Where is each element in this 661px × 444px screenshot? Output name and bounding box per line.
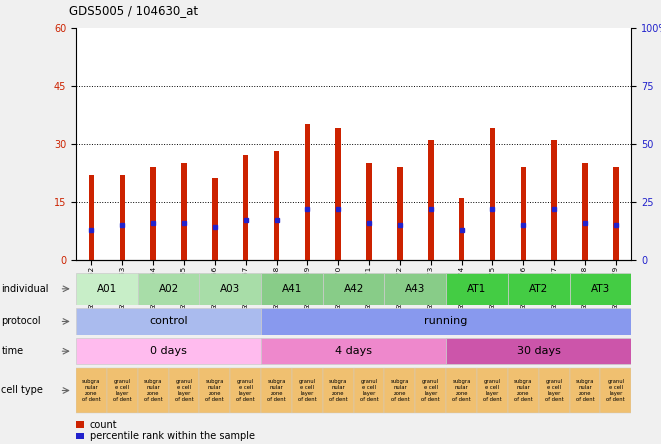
Text: 4 days: 4 days [335, 346, 372, 356]
Bar [261, 338, 446, 365]
Bar [137, 368, 169, 413]
Text: A02: A02 [159, 284, 178, 294]
Bar [137, 273, 200, 305]
Text: cell type: cell type [1, 385, 43, 396]
Text: AT1: AT1 [467, 284, 486, 294]
Text: granul
e cell
layer
of dent: granul e cell layer of dent [175, 379, 194, 402]
Bar [200, 273, 261, 305]
Text: granul
e cell
layer
of dent: granul e cell layer of dent [483, 379, 502, 402]
Text: subgra
nular
zone
of dent: subgra nular zone of dent [82, 379, 101, 402]
Bar [490, 128, 495, 260]
Text: GDS5005 / 104630_at: GDS5005 / 104630_at [69, 4, 198, 17]
Bar [169, 368, 200, 413]
Bar [551, 140, 557, 260]
Bar [366, 163, 372, 260]
Bar [261, 368, 292, 413]
Text: running: running [424, 317, 468, 326]
Bar [76, 308, 261, 335]
Bar [508, 273, 570, 305]
Text: A41: A41 [282, 284, 302, 294]
Bar [107, 368, 137, 413]
Bar [385, 273, 446, 305]
Bar [385, 368, 415, 413]
Text: subgra
nular
zone
of dent: subgra nular zone of dent [143, 379, 163, 402]
Text: A03: A03 [220, 284, 241, 294]
Text: A43: A43 [405, 284, 426, 294]
Bar [508, 368, 539, 413]
Bar [323, 368, 354, 413]
Bar [415, 368, 446, 413]
Bar [570, 368, 600, 413]
Text: granul
e cell
layer
of dent: granul e cell layer of dent [113, 379, 132, 402]
Text: AT2: AT2 [529, 284, 549, 294]
Text: time: time [1, 346, 23, 356]
Bar [261, 273, 323, 305]
Text: subgra
nular
zone
of dent: subgra nular zone of dent [329, 379, 348, 402]
Bar [230, 368, 261, 413]
Bar [181, 163, 187, 260]
Bar [305, 124, 310, 260]
Bar [212, 178, 217, 260]
Text: A42: A42 [344, 284, 364, 294]
Text: subgra
nular
zone
of dent: subgra nular zone of dent [514, 379, 533, 402]
Text: granul
e cell
layer
of dent: granul e cell layer of dent [236, 379, 255, 402]
Text: granul
e cell
layer
of dent: granul e cell layer of dent [421, 379, 440, 402]
Text: subgra
nular
zone
of dent: subgra nular zone of dent [267, 379, 286, 402]
Bar [582, 163, 588, 260]
Bar [76, 433, 85, 439]
Bar [76, 338, 261, 365]
Bar [200, 368, 230, 413]
Bar [243, 155, 249, 260]
Bar [335, 128, 341, 260]
Text: AT3: AT3 [591, 284, 610, 294]
Text: count: count [90, 420, 118, 429]
Bar [446, 338, 631, 365]
Bar [570, 273, 631, 305]
Bar [428, 140, 434, 260]
Text: percentile rank within the sample: percentile rank within the sample [90, 431, 255, 441]
Text: granul
e cell
layer
of dent: granul e cell layer of dent [360, 379, 379, 402]
Bar [89, 174, 95, 260]
Bar [292, 368, 323, 413]
Bar [477, 368, 508, 413]
Bar [446, 368, 477, 413]
Bar [600, 368, 631, 413]
Text: granul
e cell
layer
of dent: granul e cell layer of dent [606, 379, 625, 402]
Bar [539, 368, 570, 413]
Bar [354, 368, 385, 413]
Bar [323, 273, 385, 305]
Text: 30 days: 30 days [517, 346, 561, 356]
Bar [446, 273, 508, 305]
Bar [397, 167, 403, 260]
Bar [76, 368, 107, 413]
Bar [76, 421, 85, 428]
Bar [261, 308, 631, 335]
Text: subgra
nular
zone
of dent: subgra nular zone of dent [452, 379, 471, 402]
Text: 0 days: 0 days [150, 346, 187, 356]
Bar [76, 273, 137, 305]
Text: protocol: protocol [1, 317, 41, 326]
Text: subgra
nular
zone
of dent: subgra nular zone of dent [206, 379, 224, 402]
Text: control: control [149, 317, 188, 326]
Bar [459, 198, 465, 260]
Bar [520, 167, 526, 260]
Bar [613, 167, 619, 260]
Text: A01: A01 [97, 284, 117, 294]
Text: individual: individual [1, 284, 49, 294]
Text: subgra
nular
zone
of dent: subgra nular zone of dent [576, 379, 594, 402]
Bar [274, 151, 280, 260]
Text: granul
e cell
layer
of dent: granul e cell layer of dent [545, 379, 564, 402]
Bar [120, 174, 125, 260]
Bar [150, 167, 156, 260]
Text: subgra
nular
zone
of dent: subgra nular zone of dent [391, 379, 409, 402]
Text: granul
e cell
layer
of dent: granul e cell layer of dent [298, 379, 317, 402]
